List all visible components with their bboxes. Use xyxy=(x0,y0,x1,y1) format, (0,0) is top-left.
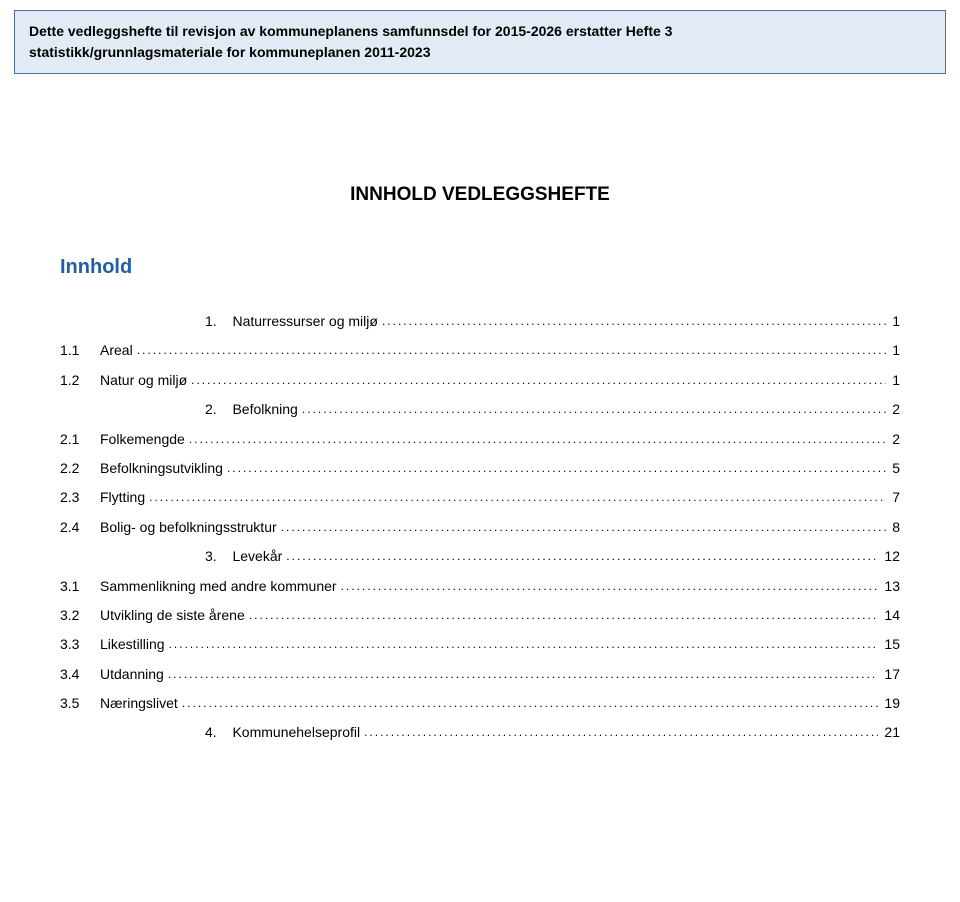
toc-sub-row: 3.5Næringslivet 19 xyxy=(60,689,900,718)
toc-num: 3.3 xyxy=(60,630,100,659)
toc-label: Utdanning xyxy=(100,660,168,689)
toc-leader xyxy=(341,574,879,599)
toc-label: Flytting xyxy=(100,483,149,512)
header-line1-bold: Hefte 3 xyxy=(626,23,673,39)
toc-num: 3. xyxy=(205,548,225,564)
header-note-box: Dette vedleggshefte til revisjon av komm… xyxy=(14,10,946,74)
toc-heading: Innhold xyxy=(60,256,960,279)
toc-page: 1 xyxy=(886,336,900,365)
toc-leader xyxy=(149,485,886,510)
toc-num: 2.2 xyxy=(60,454,100,483)
toc-num: 2.1 xyxy=(60,425,100,454)
toc-chapter-row: 3. Levekår 12 xyxy=(60,542,900,571)
toc-chapter-left: 2. Befolkning xyxy=(205,395,302,424)
toc-label: Bolig- og befolkningsstruktur xyxy=(100,513,281,542)
toc-label: Kommunehelseprofil xyxy=(225,724,364,740)
toc-sub-row: 3.4Utdanning 17 xyxy=(60,660,900,689)
toc-page: 15 xyxy=(878,630,900,659)
toc-leader xyxy=(382,309,886,334)
toc-num: 3.5 xyxy=(60,689,100,718)
toc-sub-row: 1.2Natur og miljø 1 xyxy=(60,366,900,395)
toc-page: 2 xyxy=(886,425,900,454)
table-of-contents: 1. Naturressurser og miljø 11.1Areal 11.… xyxy=(60,307,900,748)
toc-page: 7 xyxy=(886,483,900,512)
toc-leader xyxy=(168,662,879,687)
page-title: INNHOLD VEDLEGGSHEFTE xyxy=(0,184,960,206)
toc-num: 1.1 xyxy=(60,336,100,365)
toc-sub-row: 2.2Befolkningsutvikling 5 xyxy=(60,454,900,483)
toc-page: 17 xyxy=(878,660,900,689)
toc-num: 4. xyxy=(205,724,225,740)
toc-sub-row: 1.1Areal 1 xyxy=(60,336,900,365)
toc-page: 1 xyxy=(886,366,900,395)
toc-page: 14 xyxy=(878,601,900,630)
toc-num: 2. xyxy=(205,401,225,417)
toc-chapter-row: 4. Kommunehelseprofil 21 xyxy=(60,718,900,747)
toc-sub-row: 3.2Utvikling de siste årene 14 xyxy=(60,601,900,630)
toc-num: 3.1 xyxy=(60,572,100,601)
toc-leader xyxy=(302,397,886,422)
toc-page: 8 xyxy=(886,513,900,542)
toc-leader xyxy=(169,632,879,657)
toc-chapter-left: 3. Levekår xyxy=(205,542,286,571)
toc-label: Naturressurser og miljø xyxy=(225,313,382,329)
toc-label: Næringslivet xyxy=(100,689,182,718)
toc-label: Befolkning xyxy=(225,401,302,417)
toc-leader xyxy=(137,338,887,363)
toc-chapter-left: 4. Kommunehelseprofil xyxy=(205,718,364,747)
toc-sub-row: 2.1Folkemengde 2 xyxy=(60,425,900,454)
toc-page: 12 xyxy=(878,542,900,571)
toc-leader xyxy=(227,456,886,481)
toc-sub-row: 2.4Bolig- og befolkningsstruktur 8 xyxy=(60,513,900,542)
toc-label: Likestilling xyxy=(100,630,169,659)
toc-leader xyxy=(286,544,878,569)
toc-leader xyxy=(249,603,879,628)
toc-sub-row: 3.1Sammenlikning med andre kommuner 13 xyxy=(60,572,900,601)
toc-page: 13 xyxy=(878,572,900,601)
toc-sub-row: 3.3Likestilling 15 xyxy=(60,630,900,659)
toc-num: 3.2 xyxy=(60,601,100,630)
toc-leader xyxy=(182,691,879,716)
toc-num: 1.2 xyxy=(60,366,100,395)
toc-page: 2 xyxy=(886,395,900,424)
toc-label: Utvikling de siste årene xyxy=(100,601,249,630)
toc-num: 3.4 xyxy=(60,660,100,689)
toc-page: 19 xyxy=(878,689,900,718)
toc-label: Areal xyxy=(100,336,137,365)
toc-leader xyxy=(191,368,886,393)
toc-num: 1. xyxy=(205,313,225,329)
toc-page: 21 xyxy=(878,718,900,747)
header-line2: statistikk/grunnlagsmateriale for kommun… xyxy=(29,44,431,60)
toc-sub-row: 2.3Flytting 7 xyxy=(60,483,900,512)
toc-num: 2.4 xyxy=(60,513,100,542)
toc-page: 1 xyxy=(886,307,900,336)
toc-leader xyxy=(189,427,886,452)
toc-chapter-row: 2. Befolkning 2 xyxy=(60,395,900,424)
toc-page: 5 xyxy=(886,454,900,483)
toc-label: Natur og miljø xyxy=(100,366,191,395)
header-line1-pre: Dette vedleggshefte til revisjon av komm… xyxy=(29,23,626,39)
toc-label: Folkemengde xyxy=(100,425,189,454)
toc-leader xyxy=(364,720,878,745)
toc-label: Sammenlikning med andre kommuner xyxy=(100,572,341,601)
toc-chapter-left: 1. Naturressurser og miljø xyxy=(205,307,382,336)
toc-leader xyxy=(281,515,887,540)
toc-label: Levekår xyxy=(225,548,287,564)
toc-num: 2.3 xyxy=(60,483,100,512)
toc-heading-text: Innhold xyxy=(60,256,132,278)
toc-chapter-row: 1. Naturressurser og miljø 1 xyxy=(60,307,900,336)
toc-label: Befolkningsutvikling xyxy=(100,454,227,483)
